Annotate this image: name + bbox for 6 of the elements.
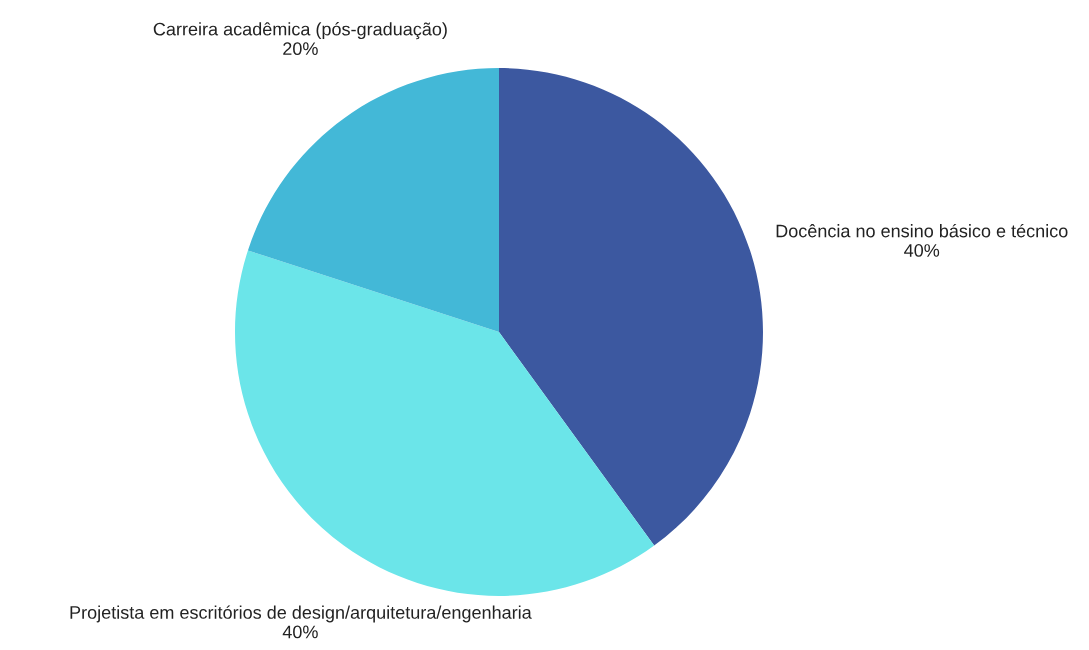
slice-label: Docência no ensino básico e técnico (776, 223, 1068, 238)
slice-label: Carreira acadêmica (pós-graduação) (153, 22, 447, 40)
data-label: 40% (282, 625, 318, 639)
data-label: 40% (904, 244, 940, 257)
data-label: 20% (283, 42, 318, 56)
slice-label: Projetista em escritórios de design/arquitetura/engenharia (70, 605, 532, 623)
